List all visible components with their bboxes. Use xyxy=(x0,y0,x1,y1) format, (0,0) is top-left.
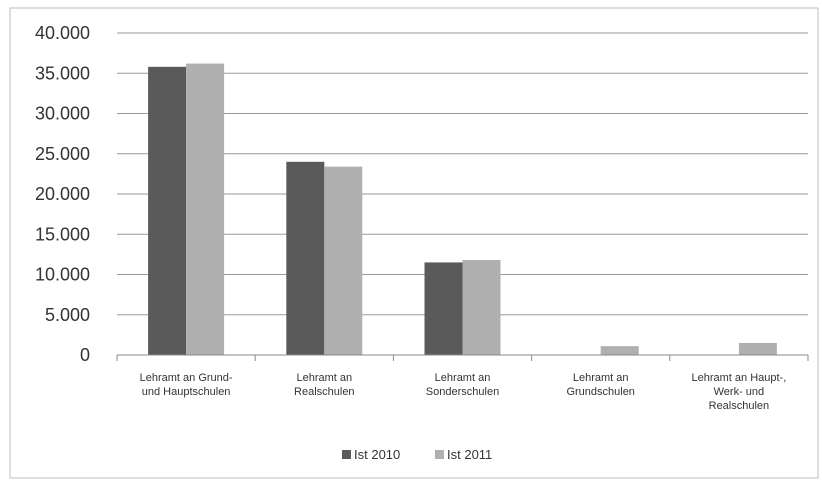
legend-swatch xyxy=(435,450,444,459)
y-tick-label: 10.000 xyxy=(35,265,90,285)
y-tick-label: 35.000 xyxy=(35,63,90,83)
x-category-label: Realschulen xyxy=(709,400,770,412)
bar-ist-2010 xyxy=(148,66,187,355)
bar-ist-2011 xyxy=(324,166,363,355)
x-category-label: Werk- und xyxy=(714,386,765,398)
y-tick-label: 5.000 xyxy=(45,305,90,325)
x-category-label: Lehramt an xyxy=(296,372,352,384)
bar-ist-2010 xyxy=(424,262,463,355)
bar-ist-2011 xyxy=(186,63,225,356)
x-category-label: Grundschulen xyxy=(566,386,635,398)
y-tick-label: 0 xyxy=(80,345,90,365)
bar-ist-2010 xyxy=(286,161,325,355)
bar-ist-2011 xyxy=(600,346,639,355)
legend-swatch xyxy=(342,450,351,459)
y-tick-label: 30.000 xyxy=(35,104,90,124)
y-tick-label: 40.000 xyxy=(35,23,90,43)
legend-label: Ist 2011 xyxy=(447,447,492,462)
y-tick-label: 15.000 xyxy=(35,224,90,244)
x-category-label: Sonderschulen xyxy=(426,386,499,398)
y-tick-label: 25.000 xyxy=(35,144,90,164)
y-tick-label: 20.000 xyxy=(35,184,90,204)
bar-ist-2011 xyxy=(738,342,777,355)
x-category-label: Lehramt an xyxy=(573,372,629,384)
legend-label: Ist 2010 xyxy=(354,447,400,462)
chart-border xyxy=(9,7,819,479)
x-category-label: Realschulen xyxy=(294,386,355,398)
x-category-label: Lehramt an xyxy=(435,372,491,384)
x-category-label: Lehramt an Grund- xyxy=(140,372,233,384)
bar-ist-2011 xyxy=(462,260,501,355)
x-category-label: und Hauptschulen xyxy=(142,386,231,398)
x-category-label: Lehramt an Haupt-, xyxy=(692,372,787,384)
